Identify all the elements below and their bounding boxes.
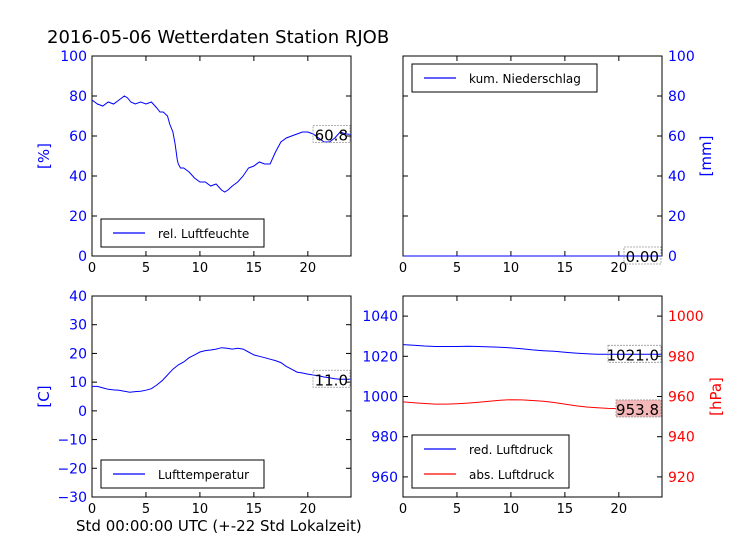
y-tick-label: 40 — [69, 289, 87, 305]
y-tick-label-right: 100 — [668, 49, 695, 65]
y-tick-label: 100 — [60, 49, 87, 65]
y-tick-label-right: 940 — [668, 430, 695, 446]
x-tick-label: 5 — [453, 502, 461, 517]
y-tick-label: 80 — [69, 89, 87, 105]
y-tick-label-right: 60 — [668, 129, 686, 145]
y-tick-label-right: 960 — [668, 390, 695, 406]
y-tick-label-right: 40 — [668, 169, 686, 185]
y-tick-label: 1000 — [362, 390, 398, 406]
value-label-box — [623, 246, 662, 265]
x-tick-label: 15 — [557, 261, 574, 276]
x-tick-label: 20 — [611, 502, 628, 517]
y-axis-label-right: [hPa] — [707, 377, 725, 416]
y-tick-label: 30 — [69, 318, 87, 334]
x-tick-label: 0 — [88, 261, 96, 276]
x-tick-label: 5 — [142, 261, 150, 276]
y-tick-label: 1020 — [362, 349, 398, 365]
x-tick-label: 15 — [246, 502, 263, 517]
y-tick-label: −10 — [57, 433, 87, 449]
value-label-box — [312, 125, 351, 143]
legend-label: abs. Luftdruck — [469, 468, 554, 482]
value-label: 0.00 — [626, 248, 659, 266]
series-line-0-0 — [91, 95, 352, 193]
y-axis-label: [%] — [35, 143, 53, 169]
value-label-box — [615, 399, 662, 418]
y-tick-label: 20 — [69, 209, 87, 225]
y-axis-label-right: [mm] — [697, 136, 715, 177]
x-tick-label: 0 — [399, 261, 407, 276]
y-tick-label-right: 1000 — [668, 309, 704, 325]
x-tick-label: 20 — [611, 261, 628, 276]
legend-label: rel. Luftfeuchte — [158, 227, 249, 241]
legend-label: kum. Niederschlag — [469, 72, 581, 86]
value-label: 1021.0 — [607, 346, 660, 364]
series-line-3-0 — [402, 344, 662, 355]
x-tick-label: 20 — [300, 261, 317, 276]
x-tick-label: 10 — [503, 502, 520, 517]
x-tick-label: 5 — [142, 502, 150, 517]
y-tick-label: 980 — [371, 430, 398, 446]
y-tick-label-right: 20 — [668, 209, 686, 225]
legend-label: Lufttemperatur — [158, 468, 249, 482]
y-tick-label: 0 — [78, 404, 87, 420]
legend-box — [411, 434, 570, 489]
y-tick-label-right: 80 — [668, 89, 686, 105]
legend-label: red. Luftdruck — [469, 443, 553, 457]
y-tick-label: 0 — [78, 249, 87, 265]
x-tick-label: 15 — [246, 261, 263, 276]
x-axis-label: Std 00:00:00 UTC (+-22 Std Lokalzeit) — [76, 517, 362, 535]
value-label-box — [312, 369, 351, 388]
x-tick-label: 10 — [503, 261, 520, 276]
value-label: 953.8 — [616, 401, 659, 419]
x-tick-label: 10 — [192, 261, 209, 276]
value-label-box — [607, 344, 662, 363]
figure-title: 2016-05-06 Wetterdaten Station RJOB — [47, 27, 390, 48]
x-tick-label: 15 — [557, 502, 574, 517]
y-tick-label-right: 980 — [668, 349, 695, 365]
value-label: 60.8 — [315, 126, 348, 144]
y-tick-label-right: 920 — [668, 470, 695, 486]
x-tick-label: 20 — [300, 502, 317, 517]
value-label: 11.0 — [315, 371, 348, 389]
x-tick-label: 0 — [88, 502, 96, 517]
y-tick-label: 40 — [69, 169, 87, 185]
y-axis-label: [C] — [35, 385, 53, 407]
y-tick-label: 960 — [371, 470, 398, 486]
y-tick-label: −30 — [57, 490, 87, 506]
x-tick-label: 10 — [192, 502, 209, 517]
y-tick-label: −20 — [57, 461, 87, 477]
y-tick-label: 10 — [69, 375, 87, 391]
y-tick-label: 20 — [69, 346, 87, 362]
x-tick-label: 5 — [453, 261, 461, 276]
x-tick-label: 0 — [399, 502, 407, 517]
y-tick-label: 60 — [69, 129, 87, 145]
y-tick-label-right: 0 — [668, 249, 677, 265]
series-line-2-0 — [92, 347, 351, 393]
y-tick-label: 1040 — [362, 309, 398, 325]
